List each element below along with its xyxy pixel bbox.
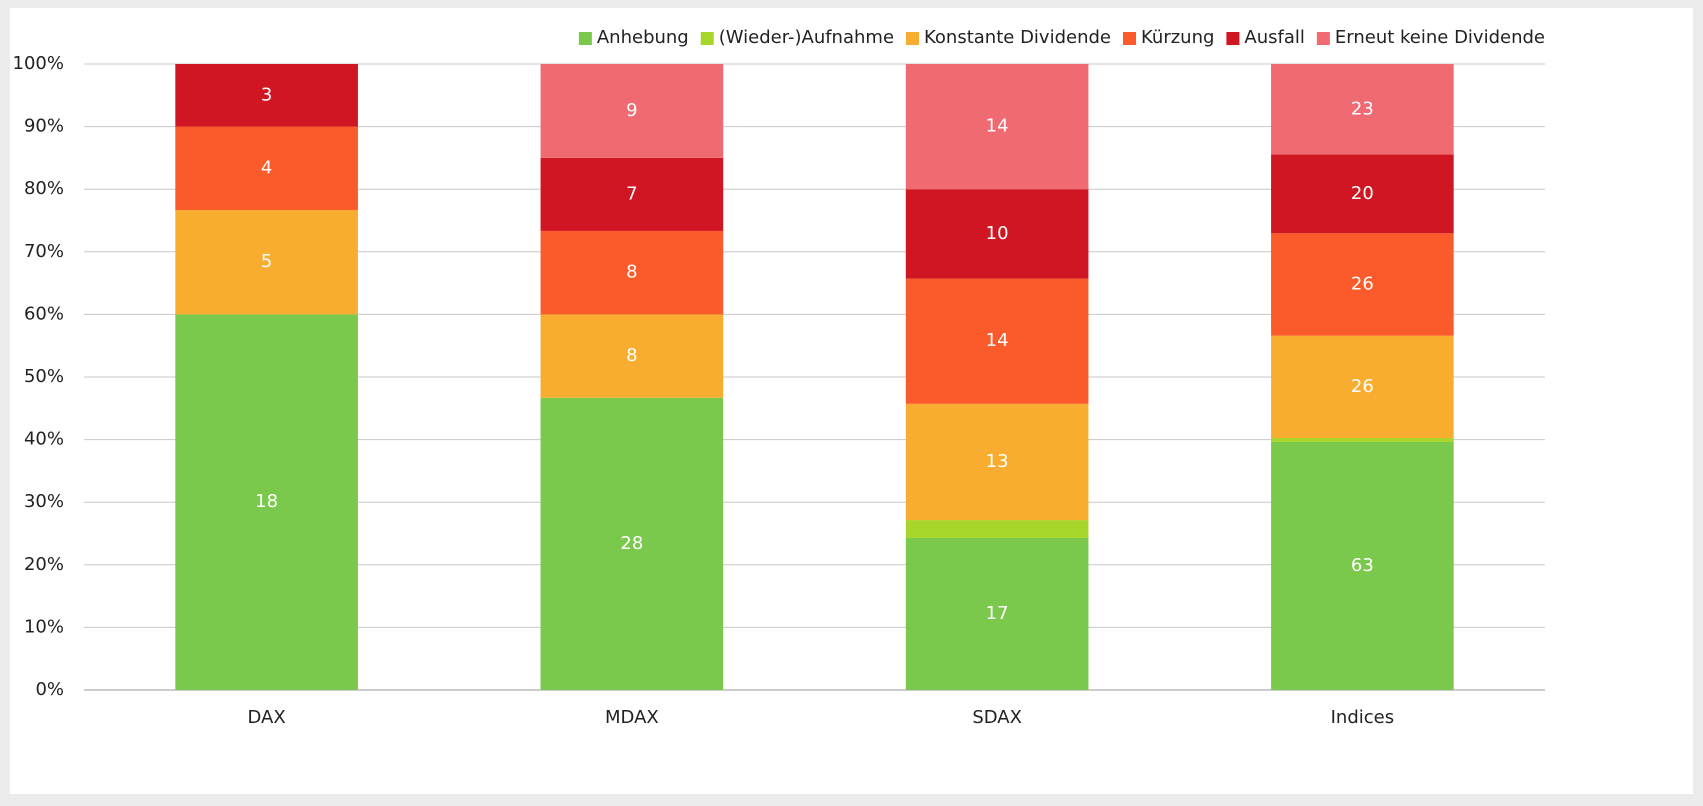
x-tick-label: Indices bbox=[1331, 707, 1395, 728]
bar-segment bbox=[540, 230, 724, 315]
bar-segment bbox=[1271, 335, 1454, 439]
legend-swatch bbox=[1226, 32, 1240, 45]
bar-segment bbox=[1271, 233, 1454, 336]
bar-segment bbox=[1271, 154, 1454, 234]
bar-segment bbox=[540, 157, 724, 231]
data-label: 63 bbox=[1351, 555, 1374, 576]
y-tick-label: 60% bbox=[24, 303, 64, 324]
bar-segment bbox=[540, 64, 724, 158]
data-label: 26 bbox=[1351, 273, 1374, 294]
y-tick-label: 10% bbox=[24, 616, 64, 637]
data-label: 10 bbox=[986, 223, 1009, 244]
data-label: 23 bbox=[1351, 98, 1374, 119]
legend-label: Anhebung bbox=[597, 27, 689, 48]
legend-swatch bbox=[1316, 32, 1330, 45]
bar-segment bbox=[905, 189, 1089, 279]
data-label: 7 bbox=[626, 183, 637, 204]
legend-label: Ausfall bbox=[1244, 27, 1304, 48]
x-tick-label: MDAX bbox=[605, 707, 659, 728]
y-tick-label: 90% bbox=[24, 116, 64, 137]
bar-segment bbox=[540, 314, 724, 398]
bar-segment bbox=[905, 278, 1089, 404]
data-label: 5 bbox=[261, 251, 272, 272]
bar-segment bbox=[1271, 441, 1454, 690]
legend-label: (Wieder-)Aufnahme bbox=[719, 27, 894, 48]
bar-segment bbox=[1271, 438, 1454, 442]
y-tick-label: 50% bbox=[24, 366, 64, 387]
data-label: 9 bbox=[626, 100, 637, 121]
y-tick-label: 0% bbox=[35, 679, 64, 700]
data-label: 26 bbox=[1351, 376, 1374, 397]
legend-swatch bbox=[1123, 32, 1136, 45]
data-label: 13 bbox=[986, 451, 1009, 472]
bar-segment bbox=[175, 64, 358, 127]
bar-segment bbox=[175, 126, 358, 211]
data-label: 4 bbox=[261, 157, 272, 178]
bar-segment bbox=[905, 64, 1089, 190]
bar-segment bbox=[175, 210, 358, 315]
x-tick-label: DAX bbox=[248, 707, 286, 728]
legend-label: Erneut keine Dividende bbox=[1335, 27, 1545, 48]
bar-segment bbox=[175, 314, 358, 690]
bar-segment bbox=[905, 537, 1089, 690]
legend-swatch bbox=[578, 32, 592, 45]
y-tick-label: 70% bbox=[24, 241, 64, 262]
bar-segment bbox=[905, 520, 1089, 538]
bar-segment bbox=[1271, 64, 1454, 155]
data-label: 3 bbox=[261, 84, 272, 105]
data-label: 28 bbox=[620, 533, 643, 554]
y-tick-label: 80% bbox=[24, 178, 64, 199]
data-label: 17 bbox=[986, 603, 1009, 624]
bar-segment bbox=[905, 403, 1089, 521]
x-tick-label: SDAX bbox=[972, 707, 1022, 728]
y-tick-label: 30% bbox=[24, 491, 64, 512]
legend-label: Kürzung bbox=[1141, 27, 1214, 48]
y-tick-label: 20% bbox=[24, 554, 64, 575]
data-label: 14 bbox=[986, 116, 1009, 137]
data-label: 8 bbox=[626, 345, 637, 366]
data-label: 8 bbox=[626, 262, 637, 283]
legend-swatch bbox=[906, 32, 920, 45]
data-label: 18 bbox=[255, 491, 278, 512]
y-tick-label: 100% bbox=[13, 53, 64, 74]
data-label: 14 bbox=[986, 330, 1009, 351]
y-tick-label: 40% bbox=[24, 429, 64, 450]
bar-segment bbox=[540, 397, 724, 690]
legend-swatch bbox=[700, 32, 714, 45]
legend-label: Konstante Dividende bbox=[924, 27, 1111, 48]
data-label: 20 bbox=[1351, 183, 1374, 204]
